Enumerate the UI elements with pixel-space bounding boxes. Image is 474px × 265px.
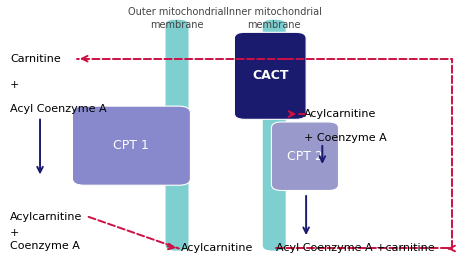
FancyBboxPatch shape bbox=[165, 19, 189, 251]
Text: Carnitine: Carnitine bbox=[10, 54, 61, 64]
FancyBboxPatch shape bbox=[262, 19, 286, 251]
Text: Acyl Coenzyme A +carnitine: Acyl Coenzyme A +carnitine bbox=[276, 244, 435, 254]
Text: Inner mitochondrial
membrane: Inner mitochondrial membrane bbox=[226, 7, 322, 30]
Text: Acylcarnitine: Acylcarnitine bbox=[10, 212, 82, 222]
Text: CACT: CACT bbox=[252, 69, 289, 82]
Text: +: + bbox=[10, 80, 19, 90]
FancyBboxPatch shape bbox=[234, 32, 306, 119]
Text: Outer mitochondrial
membrane: Outer mitochondrial membrane bbox=[128, 7, 226, 30]
Text: Coenzyme A: Coenzyme A bbox=[10, 241, 80, 251]
Text: CPT 2: CPT 2 bbox=[287, 150, 323, 163]
Text: Acyl Coenzyme A: Acyl Coenzyme A bbox=[10, 104, 107, 114]
Text: CPT 1: CPT 1 bbox=[113, 139, 149, 152]
FancyBboxPatch shape bbox=[73, 106, 191, 185]
FancyBboxPatch shape bbox=[272, 122, 338, 191]
Text: Acylcarnitine: Acylcarnitine bbox=[304, 109, 376, 119]
Text: +: + bbox=[10, 228, 19, 238]
Text: Acylcarnitine: Acylcarnitine bbox=[181, 244, 254, 254]
Text: + Coenzyme A: + Coenzyme A bbox=[304, 133, 387, 143]
